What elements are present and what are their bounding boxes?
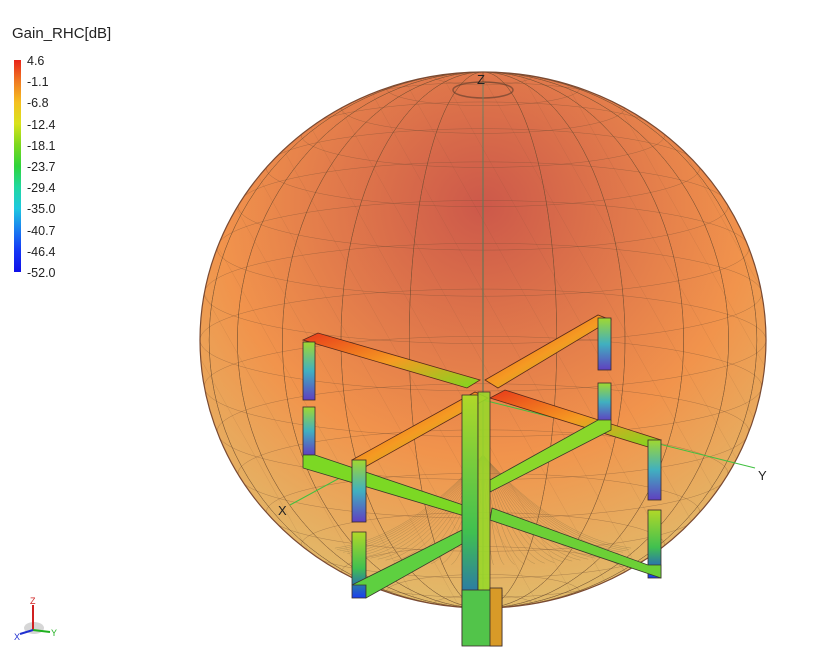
antenna-leg-right-upper <box>597 317 612 371</box>
antenna-post-left-front <box>351 459 367 523</box>
triad-y-axis-icon <box>32 629 51 633</box>
funnel-mesh-line <box>482 454 555 563</box>
mesh-longitude-line <box>237 72 729 608</box>
mesh-triangulation-line <box>559 72 766 608</box>
mesh-longitude-line <box>282 72 684 608</box>
mesh-triangulation-line <box>0 72 20 608</box>
triad-y-label: Y <box>51 628 57 638</box>
mesh-triangulation-line <box>200 72 221 608</box>
mesh-triangulation-line <box>359 72 661 608</box>
z-axis-label: Z <box>477 72 485 87</box>
mesh-triangulation-line <box>0 72 180 608</box>
orientation-triad[interactable]: Z Y X <box>14 596 57 642</box>
legend-title: Gain_RHC[dB] <box>12 25 112 42</box>
color-scale-tick-label: -40.7 <box>27 223 56 238</box>
mesh-longitude-line <box>237 72 729 608</box>
color-scale-bar <box>14 60 21 272</box>
mesh-triangulation-line <box>200 72 381 608</box>
antenna-base-block-side <box>489 587 503 647</box>
antenna-post-right-front <box>647 439 662 501</box>
antenna-arm-back-left <box>301 332 481 389</box>
mesh-longitude-line <box>208 72 758 608</box>
color-scale-tick-label: -12.4 <box>27 117 56 132</box>
antenna-post-left-low <box>351 531 367 599</box>
mesh-triangulation-line <box>279 72 581 608</box>
mesh-triangulation-line <box>599 72 766 608</box>
antenna-post-right-low <box>647 509 662 579</box>
mesh-longitude-line <box>208 72 758 608</box>
mesh-triangulation-line <box>200 72 421 608</box>
mesh-longitude-line <box>282 72 684 608</box>
mesh-triangulation-line <box>200 72 341 608</box>
color-scale-tick-label: -29.4 <box>27 181 56 196</box>
triad-x-axis-icon <box>19 629 34 635</box>
mesh-longitude-line <box>237 72 729 608</box>
mesh-triangulation-line <box>0 72 100 608</box>
color-scale-tick-label: -1.1 <box>27 75 49 90</box>
color-scale-tick-label: -46.4 <box>27 244 56 259</box>
mesh-triangulation-line <box>439 72 741 608</box>
antenna-leg-right-mid <box>597 382 612 422</box>
antenna-front-right-foot <box>489 507 662 579</box>
y-axis-label: Y <box>758 468 767 483</box>
mesh-longitude-line <box>208 72 758 608</box>
mesh-longitude-line <box>237 72 729 608</box>
color-scale-tick-label: -52.0 <box>27 266 56 280</box>
triad-z-label: Z <box>30 596 36 606</box>
triad-x-label: X <box>14 632 20 642</box>
color-scale-tick-label: 4.6 <box>27 54 45 68</box>
mesh-longitude-line <box>282 72 684 608</box>
antenna-right-foot <box>489 419 612 493</box>
antenna-structure <box>301 314 663 647</box>
mesh-triangulation-line <box>319 72 621 608</box>
mesh-longitude-line <box>282 72 684 608</box>
antenna-leg-left-upper <box>302 341 316 401</box>
antenna-leg-left-mid <box>302 406 316 456</box>
color-scale-tick-label: -23.7 <box>27 160 56 174</box>
mesh-longitude-line <box>208 72 758 608</box>
color-scale-tick-label: -6.8 <box>27 96 49 111</box>
mesh-triangulation-line <box>639 72 766 608</box>
mesh-triangulation-line <box>0 72 60 608</box>
color-scale-tick-label: -35.0 <box>27 202 56 217</box>
x-axis-label: X <box>278 503 287 518</box>
mesh-triangulation-line <box>0 72 140 608</box>
antenna-front-left-foot <box>351 521 479 599</box>
color-scale-tick-label: -18.1 <box>27 138 56 153</box>
mesh-triangulation-line <box>519 72 766 608</box>
